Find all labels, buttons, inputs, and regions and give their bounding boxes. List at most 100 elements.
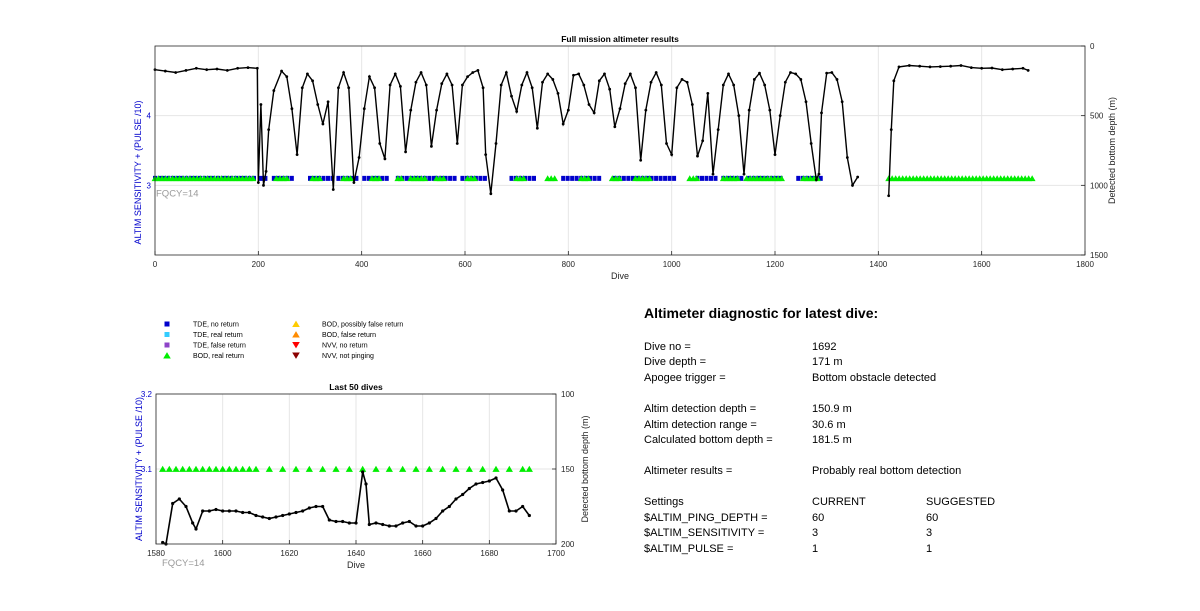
chart1-marker-tde-no-return (709, 175, 713, 181)
chart1-x-tick-label: 1000 (663, 260, 681, 269)
chart1-bottom-depth-point (499, 83, 503, 87)
chart2-bottom-depth-point (184, 504, 188, 509)
chart1-bottom-depth-point (471, 71, 475, 74)
chart1-bottom-depth-point (510, 94, 513, 98)
chart1-bottom-depth-point (959, 64, 963, 67)
chart2-bottom-depth-point (461, 492, 465, 497)
chart2-bottom-depth-point (274, 515, 278, 519)
chart2-marker-bod-real-return (505, 465, 513, 472)
chart2-y-right-tick-label: 200 (561, 540, 575, 549)
diagnostic-title: Altimeter diagnostic for latest dive: (644, 305, 879, 321)
chart1-bottom-depth-point (680, 78, 684, 81)
chart2-bottom-depth-point (487, 479, 491, 483)
diag-value-dive-no: 1692 (812, 341, 837, 353)
chart1-bottom-depth-point (938, 65, 942, 69)
chart2-bottom-depth-point (341, 519, 345, 524)
chart2-x-tick-label: 1700 (547, 549, 565, 558)
chart2-bottom-depth-point (507, 509, 511, 513)
chart2-x-axis-label: Dive (347, 560, 365, 570)
chart1-bottom-depth-point (561, 122, 565, 126)
legend-marker-square (164, 342, 170, 348)
chart1-x-tick-label: 800 (562, 260, 576, 269)
chart1-bottom-depth-point (804, 100, 808, 104)
chart1-bottom-depth-point (399, 85, 402, 88)
chart2-y-right-tick-label: 100 (561, 390, 575, 399)
chart2-bottom-depth-point (267, 516, 271, 521)
chart1-bottom-depth-point (1000, 68, 1004, 72)
settings-header-suggested: SUGGESTED (926, 496, 996, 508)
chart1-x-tick-label: 600 (458, 260, 472, 269)
legend-marker-triangle (292, 352, 300, 359)
chart2-x-tick-label: 1600 (214, 549, 232, 558)
chart1-bottom-depth-point (887, 194, 891, 198)
chart1-bottom-depth-point (393, 72, 397, 76)
chart2-bottom-depth-point (254, 513, 258, 518)
chart1-marker-tde-no-return (308, 175, 312, 181)
chart1-bottom-depth-point (845, 156, 849, 159)
chart2-y-left-tick-label: 3.2 (141, 390, 153, 399)
chart1-marker-tde-no-return (527, 175, 532, 181)
chart2-x-tick-label: 1620 (280, 549, 298, 558)
chart2-bottom-depth-point (354, 521, 358, 525)
chart1-bottom-depth-point (267, 128, 271, 132)
chart2-bottom-depth-point (407, 519, 411, 524)
chart1-bottom-depth-point (670, 153, 674, 157)
chart1-x-tick-label: 1800 (1076, 260, 1094, 269)
chart1-marker-bod-real-return (471, 175, 478, 182)
chart2-bottom-depth-point (191, 521, 195, 525)
chart2-fqcy-annotation: FQCY=14 (162, 558, 205, 569)
chart2-bottom-depth-point (381, 522, 385, 527)
chart1-marker-tde-no-return (561, 175, 566, 181)
setting-ping-depth-suggested: 60 (926, 512, 939, 524)
chart2-marker-bod-real-return (292, 465, 300, 472)
chart2-marker-bod-real-return (412, 465, 420, 472)
chart1-bottom-depth-point (378, 142, 382, 145)
chart1-bottom-depth-point (587, 103, 591, 106)
chart1-bottom-depth-point (892, 79, 896, 83)
chart2-bottom-depth-point (514, 509, 518, 513)
legend-item-label: BOD, false return (322, 332, 376, 339)
chart1-marker-tde-no-return (654, 175, 659, 181)
legend-marker-triangle (292, 341, 300, 349)
chart1-y-right-tick-label: 500 (1090, 112, 1104, 121)
diag-label-bottom-depth: Calculated bottom depth = (644, 434, 773, 446)
chart1-bottom-depth-point (613, 125, 617, 129)
chart1-bottom-depth-point (1011, 67, 1015, 71)
chart2-y-left-tick-label: 3.1 (141, 465, 153, 474)
chart1-bottom-depth-point (215, 67, 219, 71)
setting-ping-depth-current: 60 (812, 512, 825, 524)
chart2-marker-bod-real-return (245, 465, 253, 472)
chart1-bottom-depth-point (623, 82, 627, 86)
chart1-bottom-depth-point (654, 71, 658, 74)
chart1-marker-tde-no-return (482, 175, 487, 181)
legend-item-label: NVV, no return (322, 343, 368, 350)
chart1-marker-tde-no-return (588, 175, 593, 181)
chart2-bottom-depth-point (314, 504, 318, 509)
chart1-marker-tde-no-return (592, 175, 597, 181)
chart2-marker-bod-real-return (385, 465, 393, 472)
chart1-marker-tde-no-return (818, 175, 823, 181)
chart1-bottom-depth-point (264, 170, 268, 173)
chart1-marker-bod-real-return (646, 175, 653, 182)
chart1-bottom-depth-point (306, 72, 309, 76)
chart2-bottom-depth-point (527, 513, 531, 518)
chart1-marker-bod-real-return (520, 175, 528, 182)
chart1-bottom-depth-point (789, 71, 792, 74)
chart1-bottom-depth-point (414, 80, 418, 84)
chart1-bottom-depth-point (373, 86, 376, 90)
chart1-bottom-depth-point (817, 172, 821, 176)
chart1-bottom-depth-point (347, 86, 351, 90)
chart1-bottom-depth-point (577, 72, 581, 76)
chart2-marker-bod-real-return (319, 465, 327, 472)
chart1-marker-tde-no-return (509, 175, 514, 181)
chart1-bottom-depth-point (969, 66, 973, 69)
chart2-bottom-depth-point (321, 504, 325, 509)
chart1-bottom-depth-point (362, 107, 366, 111)
diag-label-apogee: Apogee trigger = (644, 372, 726, 384)
legend-marker-square (164, 321, 170, 327)
chart1-bottom-depth-point (763, 83, 767, 87)
chart1-bottom-depth-point (628, 72, 632, 76)
chart1-bottom-depth-point (644, 108, 648, 112)
chart2-bottom-depth-point (454, 497, 458, 501)
chart2-marker-bod-real-return (305, 465, 313, 472)
